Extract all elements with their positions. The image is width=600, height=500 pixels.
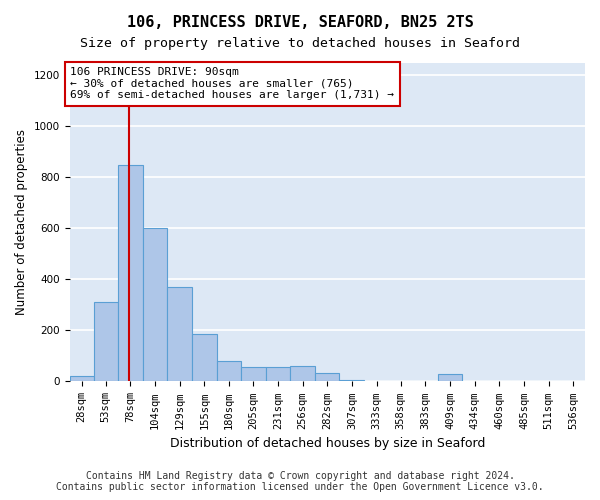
Bar (315, 372, 340, 382)
Text: 106 PRINCESS DRIVE: 90sqm
← 30% of detached houses are smaller (765)
69% of semi: 106 PRINCESS DRIVE: 90sqm ← 30% of detac… (70, 68, 394, 100)
Bar (241, 368, 266, 382)
Text: Size of property relative to detached houses in Seaford: Size of property relative to detached ho… (80, 38, 520, 51)
X-axis label: Distribution of detached houses by size in Seaford: Distribution of detached houses by size … (170, 437, 485, 450)
Y-axis label: Number of detached properties: Number of detached properties (15, 129, 28, 315)
Text: Contains HM Land Registry data © Crown copyright and database right 2024.
Contai: Contains HM Land Registry data © Crown c… (56, 471, 544, 492)
Bar (118, 164, 143, 382)
Bar (94, 302, 118, 382)
Bar (167, 287, 193, 382)
Bar (70, 376, 94, 382)
Bar (143, 228, 167, 382)
Text: 106, PRINCESS DRIVE, SEAFORD, BN25 2TS: 106, PRINCESS DRIVE, SEAFORD, BN25 2TS (127, 15, 473, 30)
Bar (266, 368, 290, 382)
Bar (217, 361, 241, 382)
Bar (290, 366, 315, 382)
Bar (193, 334, 217, 382)
Bar (438, 374, 462, 382)
Bar (340, 380, 364, 382)
